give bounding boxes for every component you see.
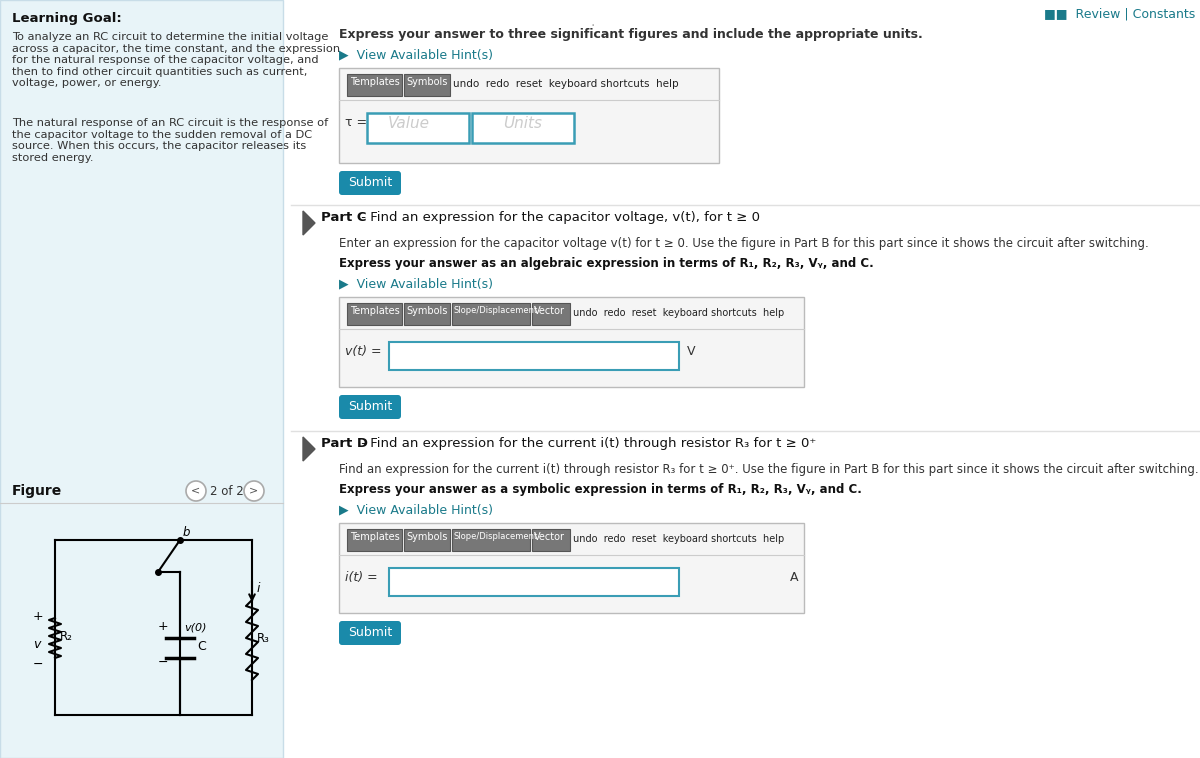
Text: v(0): v(0) (184, 622, 206, 632)
Text: - Find an expression for the capacitor voltage, v(t), for t ≥ 0: - Find an expression for the capacitor v… (358, 211, 760, 224)
Text: To analyze an RC circuit to determine the initial voltage
across a capacitor, th: To analyze an RC circuit to determine th… (12, 32, 340, 89)
FancyBboxPatch shape (367, 113, 469, 143)
FancyBboxPatch shape (404, 529, 450, 551)
Text: 2 of 2: 2 of 2 (210, 485, 244, 498)
Text: Slope/Displacement: Slope/Displacement (454, 532, 539, 541)
Text: ▶  View Available Hint(s): ▶ View Available Hint(s) (340, 277, 493, 290)
Text: Units: Units (504, 116, 542, 131)
FancyBboxPatch shape (452, 303, 530, 325)
Text: Part D: Part D (322, 437, 368, 450)
FancyBboxPatch shape (347, 529, 402, 551)
Text: Symbols: Symbols (406, 532, 448, 542)
FancyBboxPatch shape (472, 113, 574, 143)
Text: v(t) =: v(t) = (346, 345, 382, 358)
Text: Enter an expression for the capacitor voltage v(t) for t ≥ 0. Use the figure in : Enter an expression for the capacitor vo… (340, 237, 1148, 250)
Text: R₂: R₂ (60, 630, 73, 643)
FancyBboxPatch shape (347, 74, 402, 96)
Text: >: > (250, 485, 259, 495)
Text: −: − (158, 656, 168, 669)
Polygon shape (302, 437, 314, 461)
FancyBboxPatch shape (347, 303, 402, 325)
Text: Part C: Part C (322, 211, 366, 224)
Text: Express your answer as a symbolic expression in terms of R₁, R₂, R₃, Vᵧ, and C.: Express your answer as a symbolic expres… (340, 483, 862, 496)
Text: Learning Goal:: Learning Goal: (12, 12, 121, 25)
Text: Symbols: Symbols (406, 306, 448, 316)
FancyBboxPatch shape (340, 171, 401, 195)
Circle shape (244, 481, 264, 501)
Text: +: + (34, 610, 43, 623)
Text: A: A (790, 571, 798, 584)
Text: Slope/Displacement: Slope/Displacement (454, 306, 539, 315)
Text: R₃: R₃ (257, 632, 270, 645)
FancyBboxPatch shape (404, 303, 450, 325)
Polygon shape (302, 211, 314, 235)
Text: Symbols: Symbols (406, 77, 448, 87)
Text: .: . (592, 15, 595, 29)
Text: undo  redo  reset  keyboard shortcuts  help: undo redo reset keyboard shortcuts help (574, 308, 785, 318)
Text: V: V (686, 345, 696, 358)
Text: Figure: Figure (12, 484, 62, 498)
Text: Find an expression for the current i(t) through resistor R₃ for t ≥ 0⁺. Use the : Find an expression for the current i(t) … (340, 463, 1199, 476)
FancyBboxPatch shape (340, 621, 401, 645)
FancyBboxPatch shape (340, 523, 804, 613)
Text: Express your answer as an algebraic expression in terms of R₁, R₂, R₃, Vᵧ, and C: Express your answer as an algebraic expr… (340, 257, 874, 270)
Text: i: i (257, 582, 260, 595)
FancyBboxPatch shape (164, 630, 200, 666)
FancyBboxPatch shape (452, 529, 530, 551)
Text: Submit: Submit (348, 400, 392, 413)
FancyBboxPatch shape (340, 297, 804, 387)
Text: +: + (158, 620, 169, 633)
Text: v: v (34, 638, 41, 651)
Text: The natural response of an RC circuit is the response of
the capacitor voltage t: The natural response of an RC circuit is… (12, 118, 329, 163)
Text: Templates: Templates (350, 77, 400, 87)
Text: <: < (191, 485, 200, 495)
FancyBboxPatch shape (404, 74, 450, 96)
Text: - Find an expression for the current i(t) through resistor R₃ for t ≥ 0⁺: - Find an expression for the current i(t… (358, 437, 816, 450)
Text: τ =: τ = (346, 116, 367, 129)
Text: ▶  View Available Hint(s): ▶ View Available Hint(s) (340, 48, 493, 61)
FancyBboxPatch shape (389, 568, 679, 596)
FancyBboxPatch shape (389, 342, 679, 370)
Text: Submit: Submit (348, 176, 392, 189)
FancyBboxPatch shape (532, 529, 570, 551)
Text: b: b (182, 526, 191, 539)
Text: Vector: Vector (534, 532, 565, 542)
FancyBboxPatch shape (532, 303, 570, 325)
Text: ■■  Review | Constants: ■■ Review | Constants (1044, 8, 1195, 21)
Text: Express your answer to three significant figures and include the appropriate uni: Express your answer to three significant… (340, 28, 923, 41)
Text: ▶  View Available Hint(s): ▶ View Available Hint(s) (340, 503, 493, 516)
Text: undo  redo  reset  keyboard shortcuts  help: undo redo reset keyboard shortcuts help (574, 534, 785, 544)
Text: i(t) =: i(t) = (346, 571, 378, 584)
Circle shape (186, 481, 206, 501)
Text: undo  redo  reset  keyboard shortcuts  help: undo redo reset keyboard shortcuts help (454, 79, 679, 89)
FancyBboxPatch shape (340, 68, 719, 163)
FancyBboxPatch shape (340, 395, 401, 419)
Text: C: C (197, 640, 205, 653)
Text: Value: Value (388, 116, 430, 131)
Text: Vector: Vector (534, 306, 565, 316)
Text: Submit: Submit (348, 626, 392, 639)
Text: Templates: Templates (350, 306, 400, 316)
FancyBboxPatch shape (0, 0, 283, 758)
Text: Templates: Templates (350, 532, 400, 542)
Text: −: − (34, 658, 43, 671)
